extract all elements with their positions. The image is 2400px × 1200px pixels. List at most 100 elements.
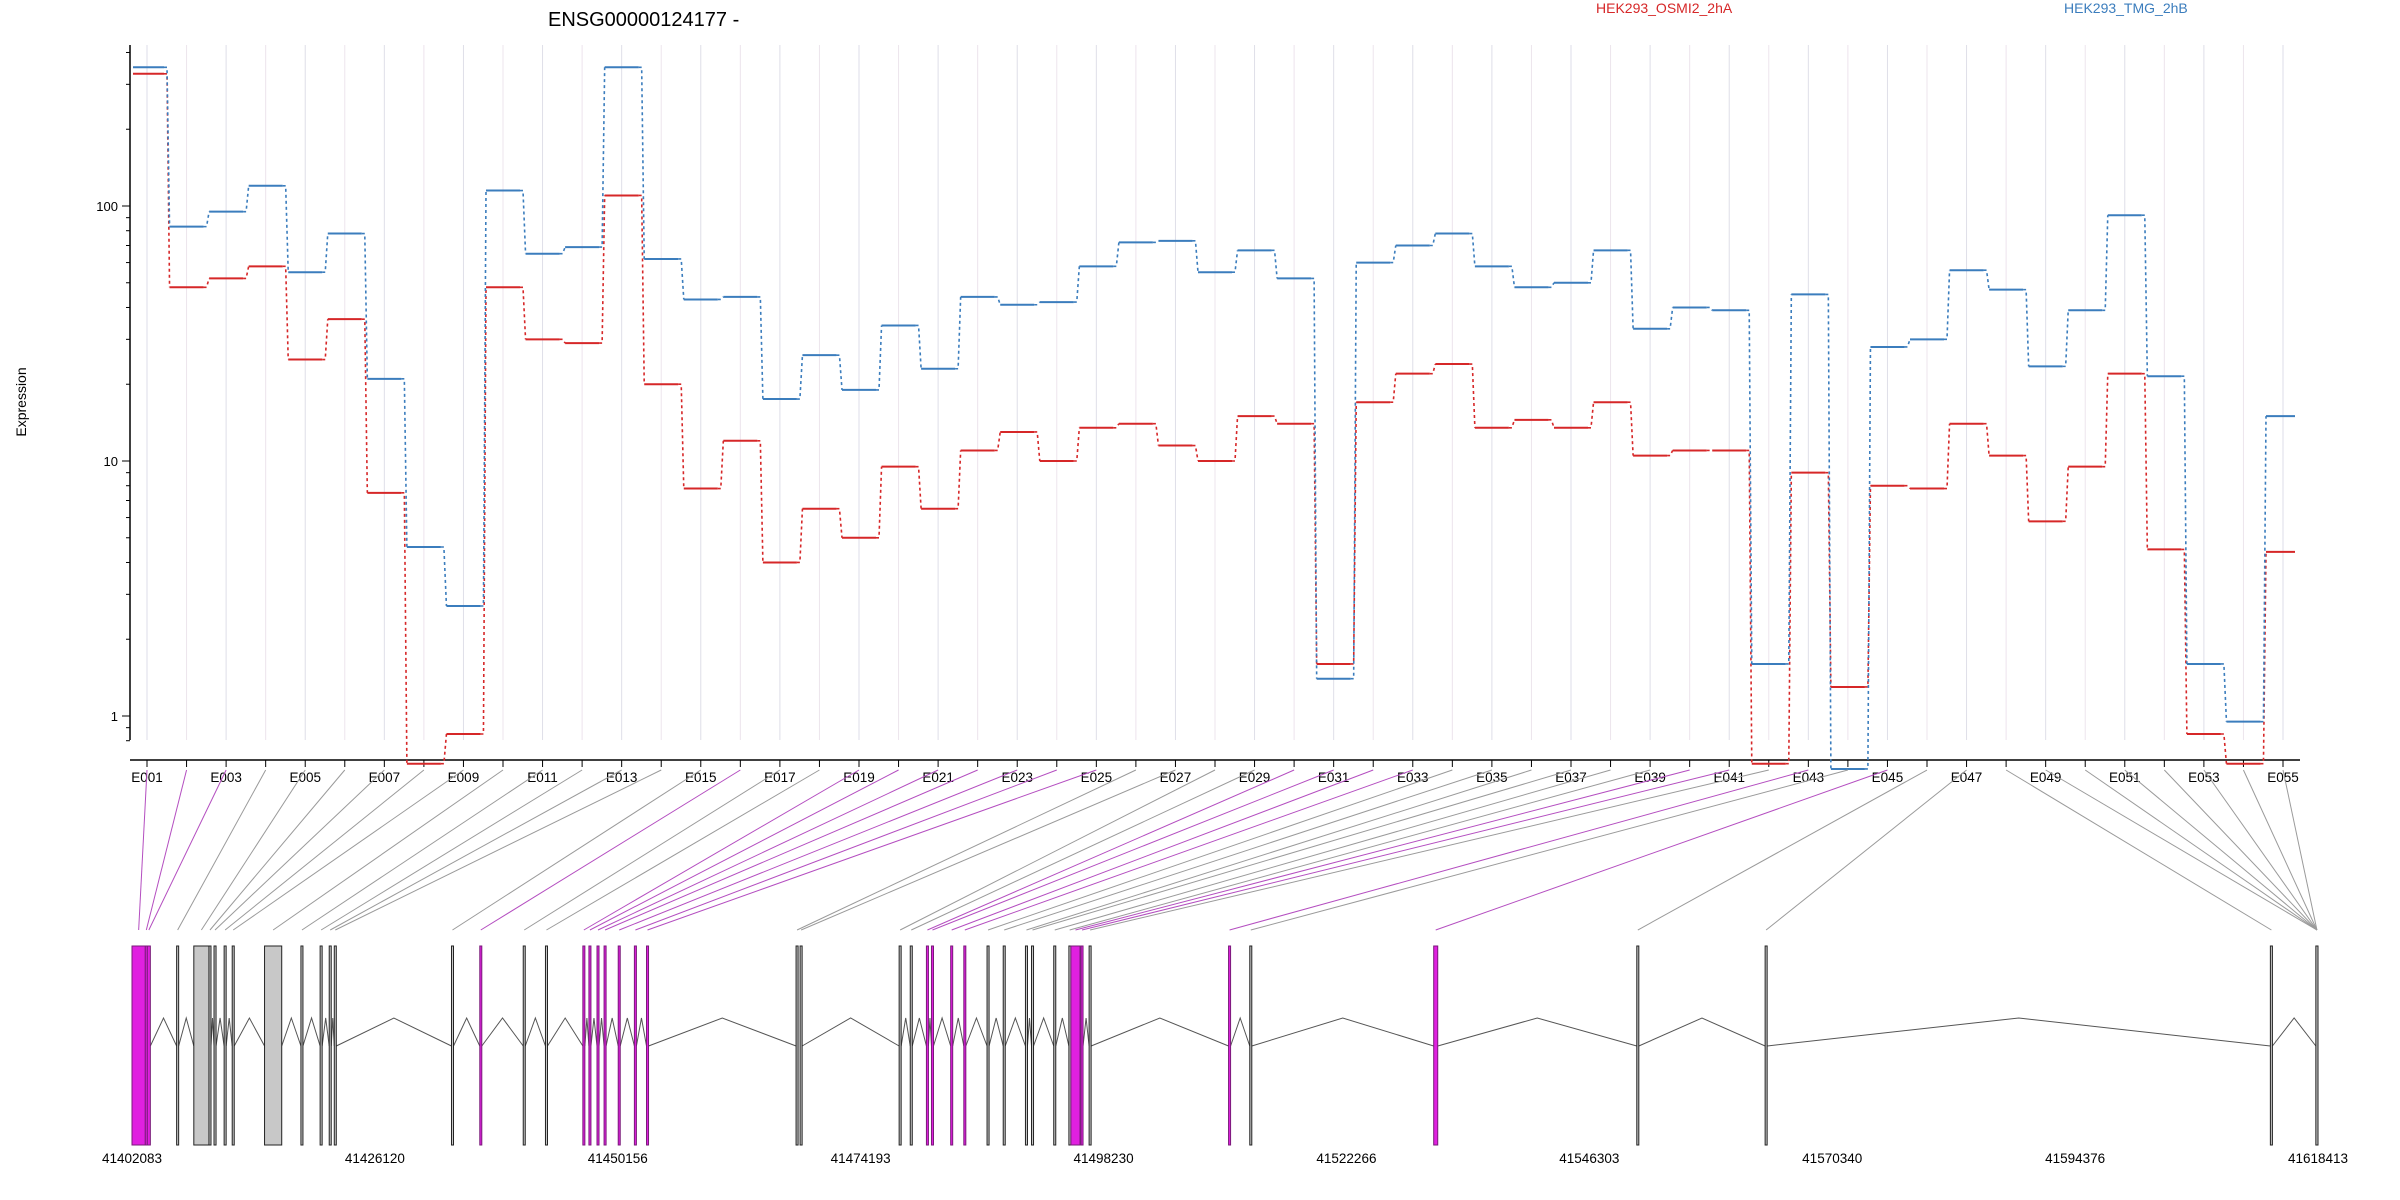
exon-highlighted: [963, 945, 967, 1146]
exon-highlighted: [930, 945, 934, 1146]
intron-line: [210, 1017, 215, 1047]
data-connector: [1232, 250, 1239, 274]
exon-highlighted: [588, 945, 592, 1146]
y-axis-label: Expression: [13, 367, 29, 436]
data-connector: [1508, 419, 1516, 429]
series-1: [133, 66, 2295, 770]
data-connector: [599, 195, 606, 344]
data-connector: [361, 318, 369, 493]
exon: [2269, 945, 2273, 1146]
exon-connector-line: [1026, 769, 1532, 931]
exon-connector-line: [272, 769, 504, 931]
exon: [176, 945, 180, 1146]
exon: [1024, 945, 1028, 1146]
series-lines: [133, 66, 2295, 770]
intron-line: [605, 1017, 619, 1047]
exon-connector-line: [1090, 769, 1769, 931]
exon-axis-labels: E001 E003 E005 E007 E009 E011 E013 E015 E017 E019…: [131, 770, 2299, 785]
data-connector: [1667, 307, 1674, 330]
exon: [799, 945, 803, 1146]
data-connector: [559, 338, 566, 344]
intron-line: [1767, 1017, 2271, 1047]
data-connector: [2141, 372, 2149, 550]
exon-connector-line: [224, 769, 425, 931]
data-connector: [1192, 444, 1199, 462]
data-connector: [2260, 416, 2267, 723]
intron-line: [2272, 1017, 2317, 1047]
exon-connector-line: [951, 769, 1374, 931]
data-connector: [678, 383, 685, 489]
genomic-tick-label: 41498230: [1074, 1151, 1134, 1166]
data-connector: [520, 189, 527, 254]
data-connector: [876, 325, 883, 391]
data-connector: [243, 266, 250, 280]
intron-line: [648, 1017, 797, 1047]
data-connector: [2220, 733, 2228, 764]
exon-connector-line: [647, 769, 1097, 931]
data-connector: [440, 733, 448, 765]
data-connector: [1034, 301, 1041, 306]
intron-line: [336, 1017, 452, 1047]
data-connector: [401, 378, 408, 548]
data-connector: [1588, 402, 1595, 429]
exon-connector-line: [604, 769, 978, 931]
exon-connector-line: [927, 769, 1295, 931]
x-tick-label: E003: [210, 770, 242, 785]
data-connector: [1904, 484, 1911, 490]
exon: [231, 945, 235, 1146]
data-connector: [1548, 419, 1555, 429]
intron-line: [933, 1016, 952, 1047]
data-connector: [1588, 250, 1595, 284]
data-connector: [203, 211, 210, 228]
data-connector: [1311, 422, 1318, 664]
data-connector: [2181, 375, 2188, 664]
intron-line: [321, 1017, 330, 1047]
data-connector: [164, 66, 171, 227]
genomic-tick-label: 41522266: [1316, 1151, 1376, 1166]
exon-connector-line: [1069, 769, 1651, 931]
data-connector: [836, 507, 843, 538]
data-connector: [1706, 306, 1713, 311]
exon-highlighted: [479, 945, 483, 1146]
exon-connector-line: [546, 769, 820, 931]
data-connector: [480, 190, 487, 607]
exon-connector-line: [2282, 769, 2318, 931]
intron-line: [1026, 1017, 1033, 1047]
genomic-tick-label: 41618413: [2288, 1151, 2348, 1166]
data-connector: [1983, 422, 1990, 456]
data-connector: [2260, 551, 2267, 765]
exon-connector-line: [329, 769, 622, 931]
genomic-tick-label: 41426120: [345, 1151, 405, 1166]
exon-connector-line: [2163, 769, 2318, 931]
exon: [1249, 945, 1253, 1146]
exon: [223, 945, 227, 1146]
data-connector: [955, 450, 962, 510]
intron-line: [178, 1016, 195, 1047]
exon-connector-line: [452, 769, 702, 931]
exon-highlighted: [617, 945, 621, 1146]
data-connector: [1073, 427, 1081, 462]
exon-connector-line: [301, 769, 543, 931]
intron-line: [635, 1017, 648, 1047]
data-connector: [1350, 402, 1358, 665]
data-connector: [559, 246, 566, 255]
data-connector: [2062, 466, 2070, 523]
exon-connector-line: [589, 769, 899, 931]
grid-lines: [146, 45, 2284, 740]
data-connector: [2181, 548, 2188, 735]
exon-connector-line: [1075, 769, 1690, 931]
intron-line: [988, 1017, 1004, 1047]
data-connector: [322, 233, 329, 274]
x-tick-label: E049: [2030, 770, 2062, 785]
intron-line: [453, 1016, 481, 1047]
data-connector: [1113, 242, 1120, 268]
intron-line: [1004, 1016, 1026, 1047]
chart-title: ENSG00000124177 -: [548, 9, 739, 31]
data-connector: [1746, 309, 1753, 664]
data-connector: [1469, 363, 1476, 428]
exon: [213, 945, 217, 1146]
exon-connector-line: [911, 769, 1255, 931]
intron-line: [330, 1017, 335, 1047]
genomic-tick-label: 41474193: [831, 1151, 891, 1166]
intron-line: [584, 1017, 590, 1047]
